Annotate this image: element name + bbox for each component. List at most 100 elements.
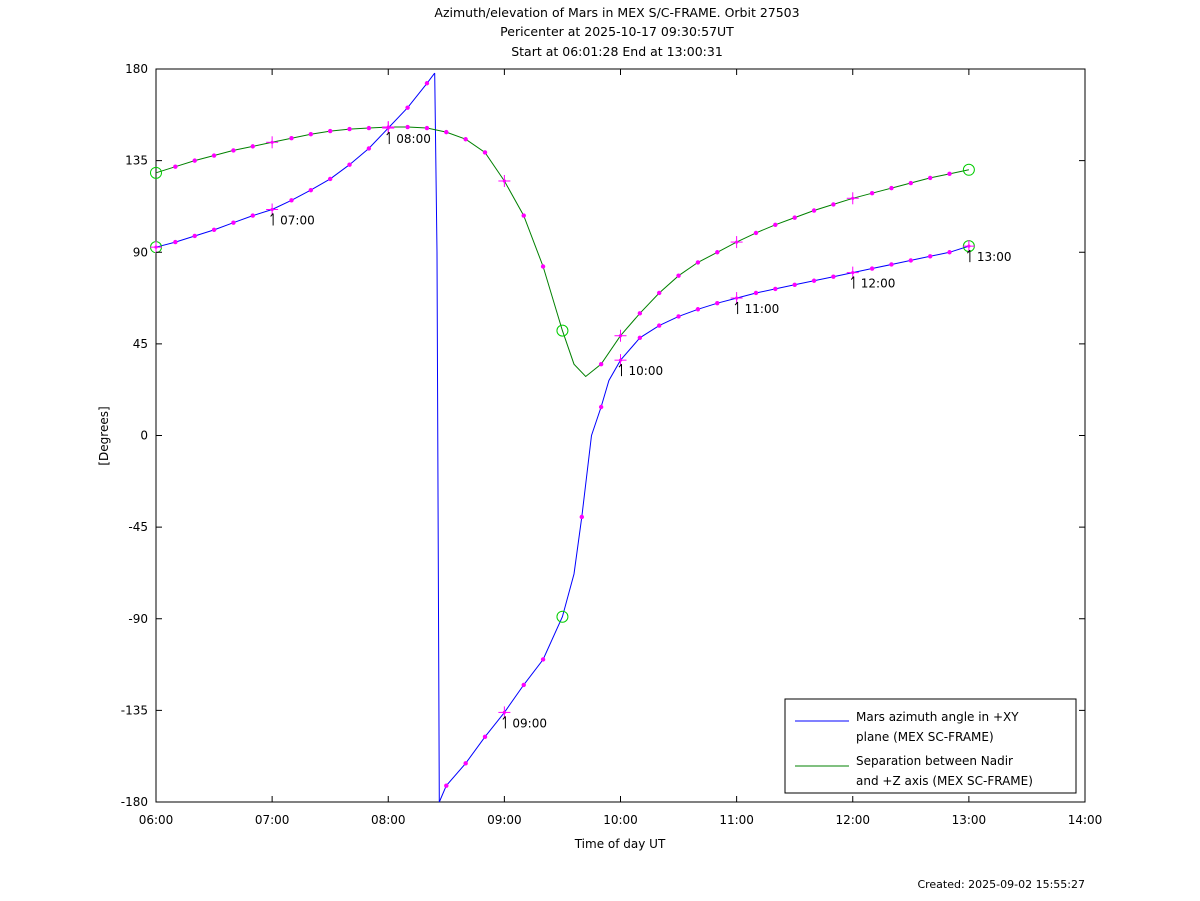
hour-marker-0: [846, 266, 859, 279]
hour-marker-1: [846, 192, 859, 205]
y-axis-label: [Degrees]: [97, 406, 111, 465]
data-point-0: [676, 314, 681, 319]
data-point-0: [173, 239, 178, 245]
time-annotation: 08:00: [386, 131, 431, 146]
x-tick-label: 06:00: [139, 813, 174, 827]
data-point-1: [811, 208, 817, 213]
legend-label-separation-line1: Separation between Nadir: [856, 754, 1013, 768]
data-point-0: [231, 220, 236, 225]
circle-marker-1: [962, 163, 975, 176]
time-annotation: 13:00: [966, 249, 1012, 264]
data-point-0: [327, 176, 333, 182]
y-tick-label: -90: [128, 612, 148, 626]
x-tick-label: 12:00: [835, 813, 870, 827]
time-annotation-label: 09:00: [512, 716, 547, 730]
data-point-1: [424, 125, 430, 131]
data-point-0: [405, 105, 410, 110]
data-point-0: [773, 286, 778, 292]
plot-frame: [155, 68, 1086, 803]
chart-subtitle-time-range: Start at 06:01:28 End at 13:00:31: [511, 44, 723, 59]
time-annotation: 11:00: [734, 301, 780, 316]
marker-layer: [150, 81, 975, 788]
legend: Mars azimuth angle in +XY plane (MEX SC-…: [784, 698, 1077, 794]
data-point-1: [869, 191, 875, 196]
data-point-1: [289, 136, 294, 141]
legend-box: [784, 698, 1077, 794]
data-point-1: [463, 137, 468, 142]
data-point-0: [308, 187, 314, 193]
data-point-0: [715, 300, 720, 306]
data-point-0: [347, 162, 352, 167]
series-line-1: [155, 126, 970, 378]
data-point-0: [869, 266, 875, 271]
time-annotation-label: 12:00: [861, 277, 896, 291]
data-point-0: [192, 233, 197, 239]
data-point-0: [753, 290, 759, 296]
x-tick-label: 10:00: [603, 813, 638, 827]
created-timestamp: Created: 2025-09-02 15:55:27: [917, 878, 1085, 891]
x-tick-label: 11:00: [719, 813, 754, 827]
time-annotation: 09:00: [502, 716, 547, 730]
data-point-1: [540, 264, 546, 269]
time-annotation-label: 13:00: [977, 250, 1012, 264]
data-point-0: [908, 258, 914, 263]
hour-marker-0: [498, 706, 511, 719]
data-point-1: [192, 158, 197, 163]
annotation-layer: 07:00 08:00 09:00 10:00 11:00 12:00 13:00: [270, 131, 1012, 730]
axis-layer: 06:00 07:00 08:00 09:00 10:00 11:00 12:00 13:00…: [121, 62, 1103, 827]
circle-marker-0: [556, 610, 569, 623]
y-tick-label: 180: [125, 62, 148, 76]
data-point-0: [366, 146, 372, 151]
data-point-1: [308, 131, 314, 137]
data-point-0: [637, 335, 643, 340]
hour-marker-0: [962, 240, 975, 253]
hour-marker-1: [382, 121, 395, 134]
hour-marker-0: [150, 241, 162, 254]
data-point-1: [598, 362, 604, 367]
data-point-0: [695, 307, 701, 312]
data-point-0: [444, 783, 449, 788]
data-point-1: [444, 129, 449, 135]
data-point-1: [347, 126, 352, 132]
y-tick-label: -45: [128, 520, 148, 534]
data-point-1: [889, 185, 894, 191]
circle-marker-1: [150, 166, 162, 179]
chart-title: Azimuth/elevation of Mars in MEX S/C-FRA…: [434, 5, 799, 20]
hour-marker-0: [614, 354, 627, 367]
x-tick-label: 08:00: [371, 813, 406, 827]
data-point-1: [250, 144, 255, 149]
time-annotation: 07:00: [270, 213, 315, 227]
hour-marker-1: [614, 329, 627, 342]
hour-marker-1: [266, 136, 279, 149]
data-point-1: [521, 213, 526, 218]
data-point-0: [792, 282, 797, 288]
data-point-0: [289, 198, 294, 203]
series-line-0: [155, 72, 436, 248]
data-point-1: [927, 175, 933, 181]
y-tick-label: 90: [133, 245, 148, 259]
data-point-1: [637, 311, 643, 316]
time-annotation-label: 11:00: [745, 302, 780, 316]
data-point-1: [366, 125, 372, 131]
data-point-1: [792, 215, 797, 220]
y-tick-label: 0: [140, 429, 148, 443]
time-annotation-label: 07:00: [280, 213, 315, 227]
data-point-1: [327, 128, 333, 134]
series-line-0: [434, 73, 440, 803]
series-line-0: [438, 245, 970, 803]
chart-subtitle-pericenter: Pericenter at 2025-10-17 09:30:57UT: [500, 24, 734, 39]
data-point-1: [908, 180, 914, 186]
data-point-1: [657, 290, 662, 296]
data-point-1: [947, 171, 952, 177]
time-annotation: 12:00: [850, 276, 896, 291]
hour-marker-1: [730, 236, 743, 249]
y-tick-label: 135: [125, 154, 148, 168]
hour-marker-1: [498, 174, 511, 187]
data-point-1: [676, 273, 681, 278]
x-tick-label: 09:00: [487, 813, 522, 827]
legend-label-azimuth-line2: plane (MEX SC-FRAME): [856, 730, 994, 744]
y-tick-label: -135: [121, 703, 148, 717]
data-point-0: [811, 278, 817, 283]
y-tick-label: -180: [121, 795, 148, 809]
